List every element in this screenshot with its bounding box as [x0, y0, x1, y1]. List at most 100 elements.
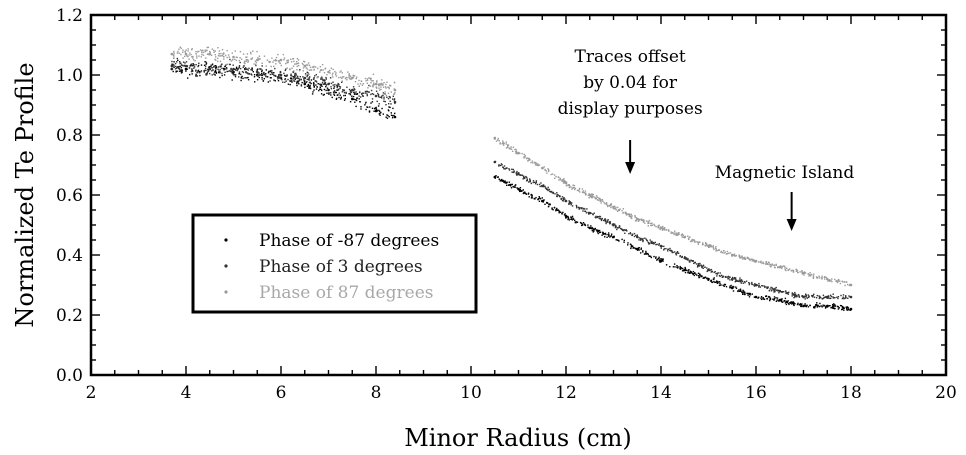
- series-2-dot: [206, 49, 208, 52]
- series-2-dot: [290, 61, 293, 63]
- series-2-dot: [275, 56, 278, 59]
- series-0-dot: [284, 75, 287, 77]
- series-0-dot: [315, 88, 318, 90]
- series-1-dot: [377, 94, 380, 96]
- series-2-dot: [591, 193, 593, 195]
- series-1-dot: [338, 92, 340, 94]
- series-0-dot: [213, 66, 215, 68]
- series-1-dot: [330, 86, 332, 88]
- series-1-dot: [206, 73, 208, 76]
- series-0-dot: [674, 266, 676, 268]
- series-0-dot: [359, 101, 361, 103]
- series-0-dot: [563, 214, 566, 216]
- series-1-dot: [676, 251, 679, 253]
- series-1-dot: [667, 248, 669, 250]
- series-2-dot: [531, 160, 534, 162]
- series-1-dot: [638, 237, 641, 239]
- series-0-dot: [798, 304, 800, 306]
- series-2-dot: [308, 69, 311, 71]
- series-0-dot: [204, 61, 206, 63]
- series-2-dot: [277, 60, 280, 62]
- series-1-dot: [200, 71, 202, 73]
- series-0-dot: [785, 300, 787, 303]
- series-2-dot: [394, 91, 396, 94]
- series-1-dot: [245, 68, 247, 70]
- series-0-dot: [351, 95, 353, 97]
- series-2-dot: [682, 234, 684, 236]
- series-1-dot: [686, 259, 689, 261]
- series-0-dot: [713, 281, 715, 283]
- series-1-dot: [300, 85, 303, 87]
- series-1-dot: [745, 280, 748, 282]
- series-0-dot: [235, 66, 238, 68]
- series-2-dot: [600, 202, 602, 204]
- x-tick-label: 10: [460, 383, 482, 403]
- series-1-dot: [602, 219, 605, 222]
- series-1-dot: [653, 242, 655, 244]
- series-1-dot: [774, 288, 776, 291]
- series-0-dot: [846, 309, 848, 311]
- series-1-dot: [245, 71, 247, 74]
- series-0-dot: [658, 259, 660, 262]
- series-1-dot: [523, 177, 526, 180]
- series-2-dot: [295, 63, 297, 65]
- series-1-dot: [271, 69, 273, 72]
- x-axis-title: Minor Radius (cm): [404, 424, 632, 452]
- series-1-dot: [679, 255, 681, 258]
- series-1-dot: [197, 65, 199, 68]
- series-2-dot: [223, 53, 225, 55]
- series-1-dot: [619, 227, 622, 230]
- series-0-dot: [785, 303, 788, 306]
- series-0-dot: [748, 294, 751, 296]
- series-2-dot: [536, 164, 538, 166]
- series-1-dot: [232, 73, 234, 75]
- series-0-dot: [793, 304, 795, 307]
- series-0-dot: [797, 302, 799, 305]
- series-1-dot: [283, 72, 285, 75]
- series-0-dot: [497, 176, 499, 178]
- series-0-point: [517, 187, 520, 191]
- series-0-dot: [580, 222, 583, 224]
- series-2-dot: [306, 63, 308, 66]
- series-1-dot: [368, 91, 370, 93]
- series-0-dot: [217, 71, 220, 74]
- series-2-dot: [668, 230, 670, 232]
- series-2-dot: [661, 229, 664, 231]
- series-2-dot: [349, 78, 351, 80]
- series-1-dot: [735, 279, 737, 282]
- x-tick-label: 2: [86, 383, 97, 403]
- series-1-dot: [363, 92, 365, 94]
- series-1-point: [170, 64, 174, 68]
- series-1-dot: [320, 77, 322, 79]
- series-2-dot: [657, 226, 659, 229]
- series-1-dot: [308, 78, 310, 80]
- series-2-dot: [306, 64, 308, 67]
- series-2-dot: [728, 252, 730, 254]
- series-2-dot: [293, 70, 295, 72]
- series-2-dot: [618, 209, 620, 211]
- series-2-dot: [791, 269, 793, 272]
- series-0-dot: [368, 111, 371, 113]
- series-2-dot: [207, 46, 209, 49]
- series-0-dot: [792, 303, 795, 305]
- series-2-dot: [578, 187, 581, 190]
- series-0-dot: [630, 246, 632, 248]
- series-2-dot: [530, 161, 532, 164]
- series-0-dot: [199, 74, 201, 77]
- series-1-dot: [500, 164, 502, 167]
- series-2-dot: [587, 194, 589, 196]
- series-0-dot: [195, 73, 197, 76]
- series-0-point: [636, 247, 639, 251]
- series-0-dot: [630, 244, 632, 246]
- series-0-dot: [263, 78, 265, 80]
- series-1-dot: [783, 291, 785, 293]
- series-1-dot: [371, 98, 374, 100]
- series-0-dot: [711, 281, 713, 283]
- series-1-dot: [694, 261, 696, 264]
- series-1-dot: [820, 297, 822, 299]
- series-0-dot: [501, 180, 503, 182]
- series-2-dot: [843, 281, 845, 283]
- series-1-dot: [568, 200, 570, 202]
- series-1-dot: [308, 81, 311, 84]
- series-0-dot: [825, 306, 827, 308]
